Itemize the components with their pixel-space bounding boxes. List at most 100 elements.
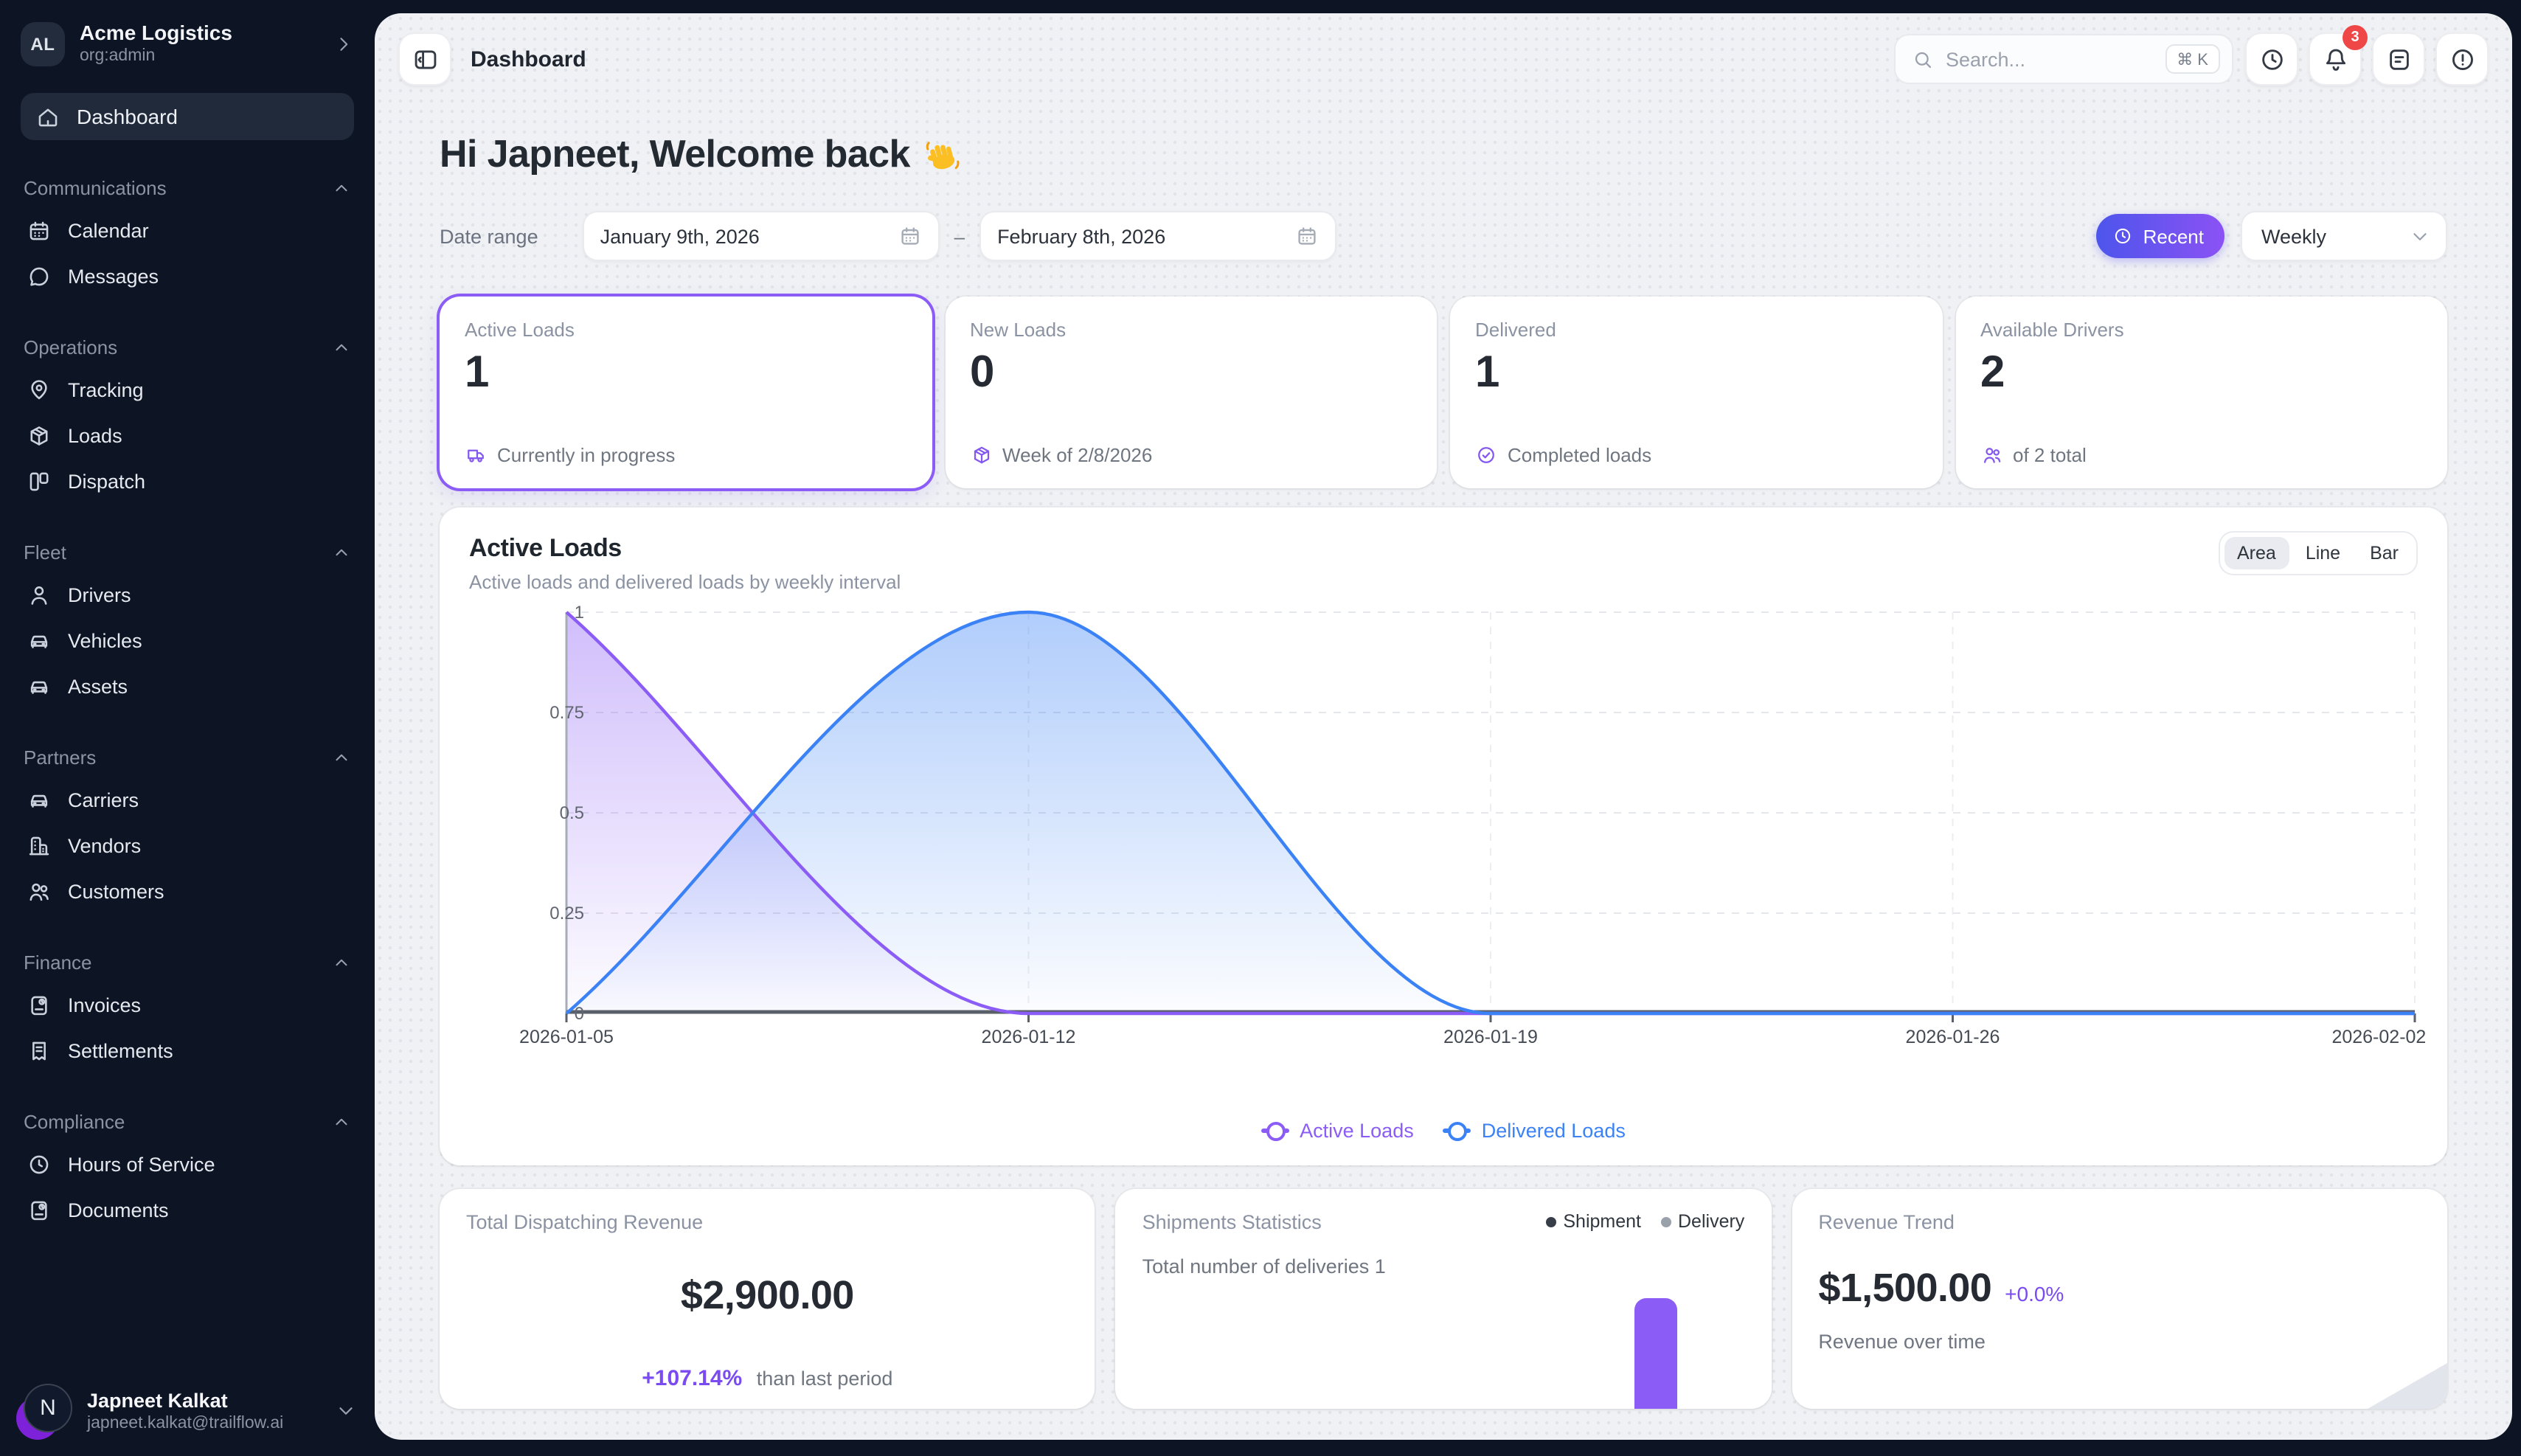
sidebar-item-invoices[interactable]: Invoices <box>21 982 354 1028</box>
sidebar-item-customers[interactable]: Customers <box>21 869 354 915</box>
interval-select[interactable]: Weekly <box>2241 211 2447 261</box>
end-date-input[interactable]: February 8th, 2026 <box>979 211 1337 261</box>
sidebar-section-partners: Partners Carriers Vendors Customers <box>21 746 354 915</box>
page-title: Dashboard <box>471 46 586 72</box>
check-icon <box>1475 444 1497 466</box>
section-header-partners[interactable]: Partners <box>21 746 354 769</box>
card-title: Shipments Statistics <box>1142 1211 1322 1233</box>
sidebar-toggle-button[interactable] <box>398 32 451 86</box>
chart-legend: Active Loads Delivered Loads <box>440 1120 2447 1142</box>
y-axis-tick: 0.25 <box>549 903 584 923</box>
sidebar-item-vendors[interactable]: Vendors <box>21 823 354 869</box>
revenue-amount: $2,900.00 <box>680 1273 854 1317</box>
legend-item-active-loads[interactable]: Active Loads <box>1261 1120 1414 1142</box>
area-chart <box>565 610 2416 1022</box>
stat-label: Available Drivers <box>1980 319 2124 341</box>
chevron-right-icon <box>333 33 354 54</box>
sidebar-section-communications: Communications Calendar Messages <box>21 177 354 299</box>
sidebar-item-tracking[interactable]: Tracking <box>21 367 354 413</box>
trend-delta: +0.0% <box>2005 1282 2064 1306</box>
sidebar-item-carriers[interactable]: Carriers <box>21 777 354 823</box>
section-header-finance[interactable]: Finance <box>21 951 354 974</box>
total-revenue-card: Total Dispatching Revenue $2,900.00 +107… <box>440 1189 1095 1409</box>
notes-button[interactable] <box>2372 32 2425 86</box>
truck-icon <box>465 444 487 466</box>
date-range-separator: – <box>954 225 965 247</box>
recent-button[interactable]: Recent <box>2095 214 2224 258</box>
stat-card-delivered[interactable]: Delivered 1 Completed loads <box>1450 297 1942 488</box>
sidebar-item-dispatch[interactable]: Dispatch <box>21 459 354 505</box>
legend-marker-icon <box>1443 1129 1471 1133</box>
section-header-communications[interactable]: Communications <box>21 177 354 199</box>
calendar-icon <box>898 224 922 248</box>
columns-icon <box>27 469 52 494</box>
sidebar-section-fleet: Fleet Drivers Vehicles Assets <box>21 541 354 710</box>
history-button[interactable] <box>2245 32 2298 86</box>
sidebar-item-vehicles[interactable]: Vehicles <box>21 618 354 664</box>
sidebar-item-messages[interactable]: Messages <box>21 254 354 299</box>
sidebar-item-assets[interactable]: Assets <box>21 664 354 710</box>
chart-mode-toggle: Area Line Bar <box>2218 531 2418 575</box>
search-icon <box>1912 48 1934 70</box>
x-axis-tick: 2026-01-05 <box>519 1027 614 1047</box>
sidebar-item-dashboard[interactable]: Dashboard <box>21 93 354 140</box>
stat-label: New Loads <box>970 319 1067 341</box>
x-axis-tick: 2026-01-26 <box>1905 1027 2000 1047</box>
sidebar-item-settlements[interactable]: Settlements <box>21 1028 354 1074</box>
org-switcher[interactable]: AL Acme Logistics org:admin <box>21 21 354 66</box>
search-input[interactable]: ⌘ K <box>1894 34 2233 84</box>
trend-amount: $1,500.00 <box>1818 1266 1992 1310</box>
x-axis-tick: 2026-02-02 <box>2331 1027 2427 1047</box>
file-icon <box>27 1198 52 1223</box>
user-icon <box>27 583 52 608</box>
card-title: Revenue Trend <box>1818 1211 1955 1233</box>
sidebar-item-hours-of-service[interactable]: Hours of Service <box>21 1142 354 1188</box>
chevron-up-icon <box>332 178 351 198</box>
org-role: org:admin <box>80 47 156 65</box>
users-icon <box>27 879 52 904</box>
sidebar-item-drivers[interactable]: Drivers <box>21 572 354 618</box>
stat-card-new-loads[interactable]: New Loads 0 Week of 2/8/2026 <box>945 297 1437 488</box>
shipments-legend: Shipment Delivery <box>1545 1211 1744 1232</box>
stat-value: 0 <box>970 348 995 397</box>
chart-mode-line[interactable]: Line <box>2305 543 2341 564</box>
car-icon <box>27 674 52 699</box>
greeting-heading: Hi Japneet, Welcome back <box>440 131 2447 177</box>
section-header-fleet[interactable]: Fleet <box>21 541 354 564</box>
notifications-button[interactable]: 3 <box>2309 25 2368 86</box>
search-field[interactable] <box>1946 48 2154 70</box>
legend-item-delivered-loads[interactable]: Delivered Loads <box>1443 1120 1626 1142</box>
start-date-input[interactable]: January 9th, 2026 <box>582 211 940 261</box>
note-icon <box>2385 45 2413 73</box>
sidebar-item-documents[interactable]: Documents <box>21 1188 354 1233</box>
chart-mode-bar[interactable]: Bar <box>2370 543 2399 564</box>
revenue-delta: +107.14% <box>642 1366 743 1391</box>
users-icon <box>1980 444 2002 466</box>
section-header-compliance[interactable]: Compliance <box>21 1111 354 1133</box>
section-header-operations[interactable]: Operations <box>21 336 354 358</box>
receipt-icon <box>27 1039 52 1064</box>
sidebar-item-loads[interactable]: Loads <box>21 413 354 459</box>
alert-circle-icon <box>2448 45 2476 73</box>
clock-icon <box>27 1152 52 1177</box>
chart-mode-area[interactable]: Area <box>2224 537 2289 569</box>
shipments-legend-shipment: Shipment <box>1545 1211 1641 1232</box>
user-menu[interactable]: N Japneet Kalkat japneet.kalkat@trailflo… <box>16 1384 357 1440</box>
stat-footer-text: Week of 2/8/2026 <box>1002 444 1153 466</box>
stat-footer-text: Completed loads <box>1508 444 1652 466</box>
car-icon <box>27 628 52 654</box>
sidebar-item-calendar[interactable]: Calendar <box>21 208 354 254</box>
date-range-label: Date range <box>440 225 538 247</box>
pin-icon <box>27 378 52 403</box>
file-icon <box>27 993 52 1018</box>
chevron-up-icon <box>332 1112 351 1131</box>
filter-row: Date range January 9th, 2026 – February … <box>440 211 2447 261</box>
stat-card-active-loads[interactable]: Active Loads 1 Currently in progress <box>440 297 932 488</box>
y-axis-tick: 0.75 <box>549 702 584 723</box>
stat-card-available-drivers[interactable]: Available Drivers 2 of 2 total <box>1955 297 2447 488</box>
sidebar-section-finance: Finance Invoices Settlements <box>21 951 354 1074</box>
shipments-subtitle: Total number of deliveries 1 <box>1142 1255 1386 1278</box>
stat-footer-text: of 2 total <box>2013 444 2087 466</box>
stat-label: Active Loads <box>465 319 575 341</box>
info-button[interactable] <box>2435 32 2489 86</box>
